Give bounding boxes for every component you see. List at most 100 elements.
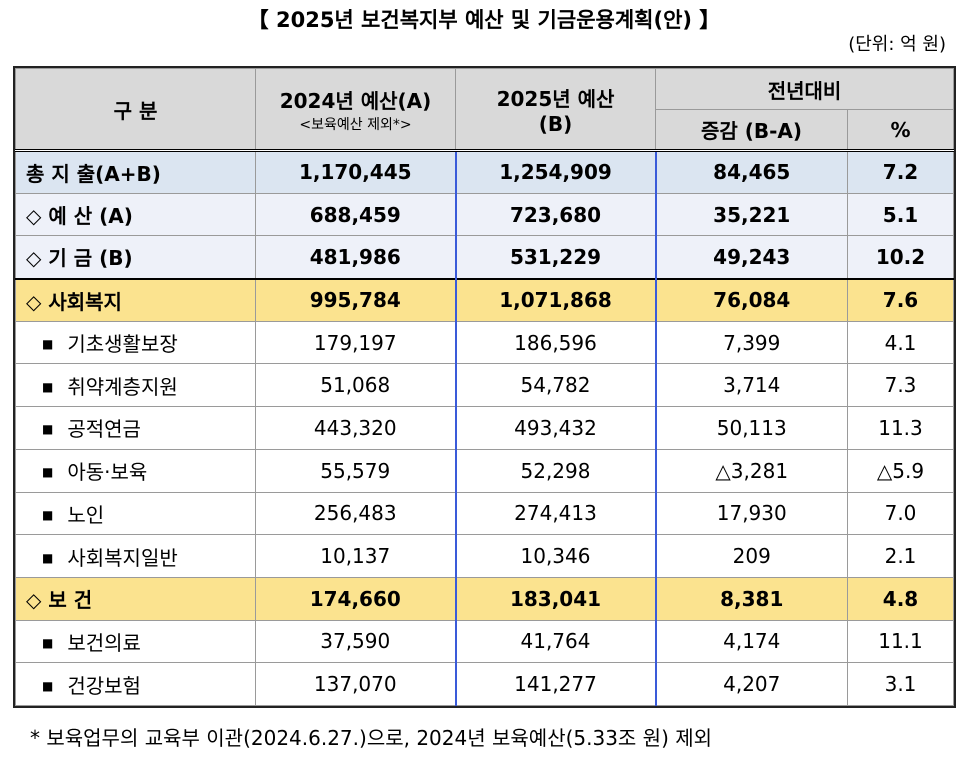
- cell: 4.8: [846, 576, 955, 621]
- cell: 174,660: [255, 576, 456, 621]
- cell: 55,579: [255, 448, 456, 493]
- label-text: 기초생활보장: [67, 332, 178, 357]
- bullet: ■: [42, 507, 54, 522]
- cell: 1,071,868: [454, 277, 657, 322]
- row-label: ■ 보건의료: [15, 619, 256, 664]
- bullet: ■: [42, 465, 54, 480]
- bullet: ■: [42, 337, 54, 352]
- cell: 7.3: [846, 363, 955, 408]
- title: 【 2025년 보건복지부 예산 및 기금운용계획(안) 】: [247, 8, 721, 32]
- cell: 35,221: [655, 192, 848, 237]
- row-label: ◇ 사회복지: [15, 277, 256, 322]
- table-row: ■ 취약계층지원 51,068 54,782 3,714 7.3: [15, 363, 955, 408]
- head-label: 구 분: [15, 68, 256, 151]
- cell: 10.2: [846, 235, 955, 280]
- table-row: ■ 공적연금 443,320 493,432 50,113 11.3: [15, 406, 955, 450]
- cell: 209: [655, 534, 848, 578]
- cell: 8,381: [655, 576, 848, 621]
- cell: 256,483: [255, 491, 456, 536]
- cell: 76,084: [655, 277, 848, 322]
- cell: 10,137: [255, 534, 456, 578]
- label-text: 총 지 출(A+B): [26, 161, 161, 186]
- row-label: ■ 공적연금: [15, 406, 256, 450]
- cell: 493,432: [454, 406, 657, 450]
- cell: 688,459: [255, 192, 456, 237]
- label-text: 노인: [67, 502, 105, 527]
- table-row: 총 지 출(A+B) 1,170,445 1,254,909 84,465 7.2: [15, 149, 955, 194]
- table-row: ■ 건강보험 137,070 141,277 4,207 3.1: [15, 662, 955, 706]
- cell: 179,197: [255, 320, 456, 365]
- cell: 54,782: [454, 363, 657, 408]
- cell: 183,041: [454, 576, 657, 621]
- label-text: 공적연금: [67, 417, 141, 442]
- cell: 531,229: [454, 235, 657, 280]
- row-label: ◇ 보 건: [15, 576, 256, 621]
- label-text: ◇ 보 건: [26, 588, 93, 613]
- cell: 7,399: [655, 320, 848, 365]
- cell: 5.1: [846, 192, 955, 237]
- bullet: ■: [42, 550, 54, 565]
- table-row: ◇ 보 건 174,660 183,041 8,381 4.8: [15, 576, 955, 621]
- cell: 4,174: [655, 619, 848, 664]
- head-note: (B): [538, 111, 573, 136]
- table-body: 총 지 출(A+B) 1,170,445 1,254,909 84,465 7.2 ◇ 예…: [15, 149, 955, 706]
- cell: 1,170,445: [255, 149, 456, 194]
- cell: 50,113: [655, 406, 848, 450]
- table-row: ■ 보건의료 37,590 41,764 4,174 11.1: [15, 619, 955, 664]
- cell: △3,281: [655, 448, 848, 493]
- cell: 443,320: [255, 406, 456, 450]
- table-row: ■ 아동·보육 55,579 52,298 △3,281 △5.9: [15, 448, 955, 493]
- row-label: ◇ 기 금 (B): [15, 235, 256, 280]
- cell: 186,596: [454, 320, 657, 365]
- cell: 7.2: [846, 149, 955, 194]
- cell: 141,277: [454, 662, 657, 706]
- cell: 7.0: [846, 491, 955, 536]
- row-label: 총 지 출(A+B): [15, 149, 256, 194]
- row-label: ■ 취약계층지원: [15, 363, 256, 408]
- unit: (단위: 억 원): [848, 34, 946, 55]
- row-label: ■ 노인: [15, 491, 256, 536]
- bullet: ■: [42, 379, 54, 394]
- head-col2: 2025년 예산 (B): [455, 68, 656, 151]
- cell: 137,070: [255, 662, 456, 706]
- cell: 49,243: [655, 235, 848, 280]
- cell: 17,930: [655, 491, 848, 536]
- cell: 1,254,909: [454, 149, 657, 194]
- cell: 10,346: [454, 534, 657, 578]
- cell: 11.1: [846, 619, 955, 664]
- label-text: 건강보험: [67, 673, 141, 698]
- bullet: ■: [42, 678, 54, 693]
- label-text: ◇ 기 금 (B): [26, 246, 133, 271]
- cell: 41,764: [454, 619, 657, 664]
- table-row: ◇ 예 산 (A) 688,459 723,680 35,221 5.1: [15, 192, 955, 237]
- row-label: ■ 건강보험: [15, 662, 256, 706]
- row-label: ■ 아동·보육: [15, 448, 256, 493]
- cell: 84,465: [655, 149, 848, 194]
- label-text: 취약계층지원: [67, 374, 178, 399]
- head-text: 2024년 예산(A): [279, 88, 432, 113]
- cell: 4,207: [655, 662, 848, 706]
- table-row: ◇ 사회복지 995,784 1,071,868 76,084 7.6: [15, 277, 955, 322]
- cell: 274,413: [454, 491, 657, 536]
- head-col4: %: [846, 109, 955, 151]
- head-col1: 2024년 예산(A) <보육예산 제외*>: [255, 68, 456, 151]
- table-row: ◇ 기 금 (B) 481,986 531,229 49,243 10.2: [15, 235, 955, 280]
- head-col3: 증감 (B-A): [655, 109, 848, 151]
- head-group: 전년대비: [654, 68, 955, 110]
- label-text: 보건의료: [67, 630, 141, 655]
- row-label: ◇ 예 산 (A): [15, 192, 256, 237]
- label-text: 아동·보육: [67, 460, 148, 485]
- footnote: * 보육업무의 교육부 이관(2024.6.27.)으로, 2024년 보육예산…: [30, 726, 713, 750]
- label-text: ◇ 사회복지: [26, 289, 122, 314]
- cell: 3,714: [655, 363, 848, 408]
- label-text: 사회복지일반: [67, 545, 178, 570]
- table-row: ■ 노인 256,483 274,413 17,930 7.0: [15, 491, 955, 536]
- cell: 52,298: [454, 448, 657, 493]
- cell: 723,680: [454, 192, 657, 237]
- cell: △5.9: [846, 448, 955, 493]
- table-row: ■ 기초생활보장 179,197 186,596 7,399 4.1: [15, 320, 955, 365]
- cell: 37,590: [255, 619, 456, 664]
- cell: 3.1: [846, 662, 955, 706]
- cell: 2.1: [846, 534, 955, 578]
